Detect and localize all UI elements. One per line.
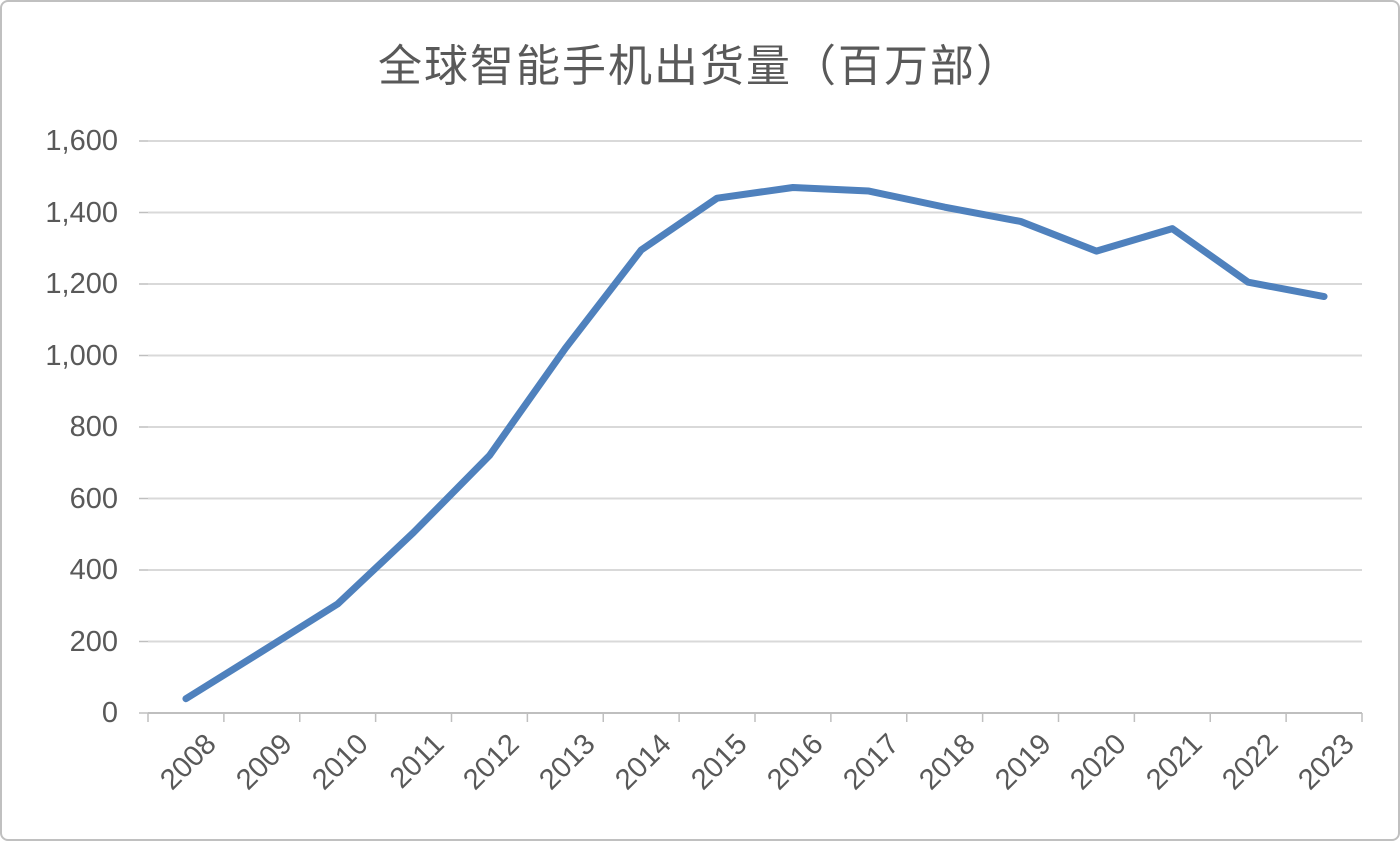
y-axis-tick-label: 1,200: [45, 268, 118, 300]
y-axis-tick-label: 800: [69, 411, 118, 443]
y-axis-tick-label: 600: [69, 482, 118, 515]
y-axis-tick-label: 400: [69, 554, 118, 586]
gridlines: [148, 140, 1362, 643]
series-line: [182, 183, 1328, 703]
axis-tick-marks: [139, 140, 1363, 722]
y-axis-tick-label: 1,600: [45, 125, 118, 157]
y-axis-tick-label: 1,400: [45, 196, 118, 229]
y-axis-tick-label: 0: [101, 697, 118, 729]
series-line-group: [182, 183, 1328, 703]
chart-title: 全球智能手机出货量（百万部）: [378, 41, 1022, 92]
y-axis-tick-label: 200: [69, 625, 118, 658]
y-axis-tick-label: 1,000: [45, 339, 118, 372]
